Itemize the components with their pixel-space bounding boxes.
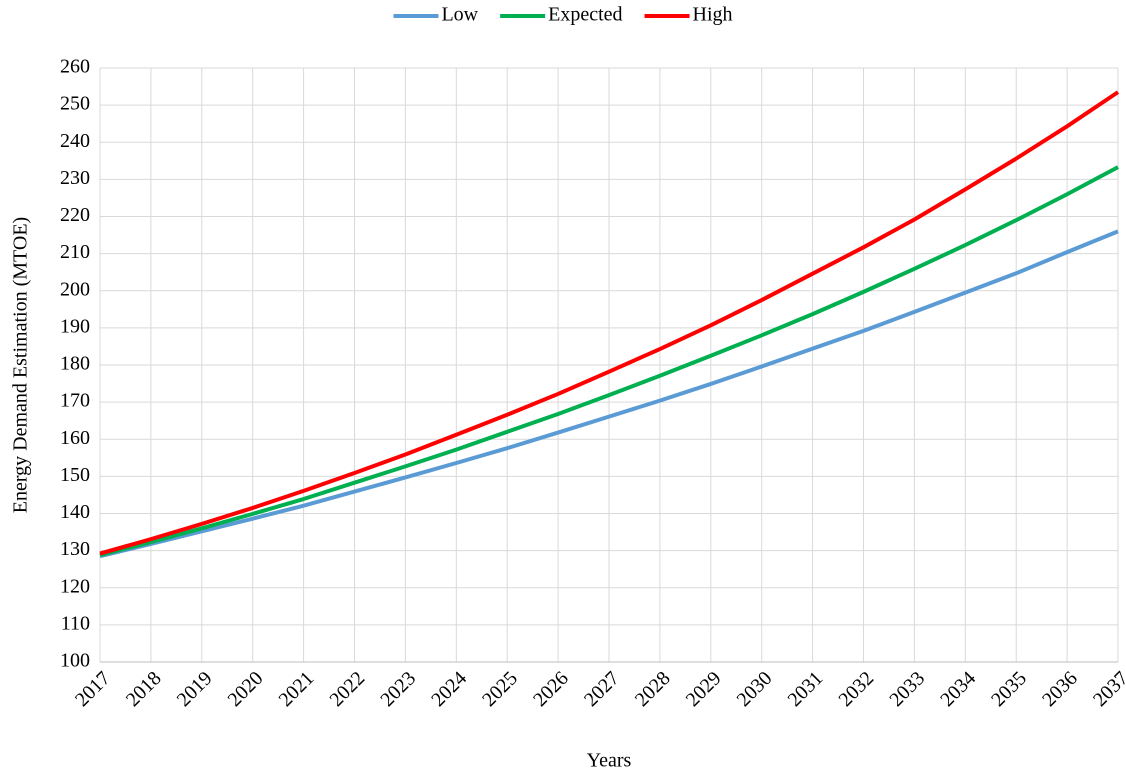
legend-label: High (693, 4, 733, 26)
x-tick-label: 2025 (478, 667, 522, 711)
x-tick-label: 2030 (733, 667, 777, 711)
legend-label: Low (441, 4, 478, 26)
x-tick-label: 2034 (936, 667, 980, 711)
y-tick-label: 250 (60, 93, 90, 115)
y-tick-label: 170 (60, 390, 90, 412)
y-tick-label: 230 (60, 167, 90, 189)
x-tick-label: 2031 (784, 667, 828, 711)
y-tick-label: 180 (60, 353, 90, 375)
x-tick-label: 2032 (834, 667, 878, 711)
x-tick-label: 2033 (885, 667, 929, 711)
y-axis-title: Energy Demand Estimation (MTOE) (10, 217, 32, 513)
x-tick-label: 2017 (71, 667, 115, 711)
y-tick-label: 210 (60, 241, 90, 263)
y-tick-label: 120 (60, 575, 90, 597)
y-tick-label: 150 (60, 464, 90, 486)
x-tick-label: 2036 (1038, 667, 1082, 711)
series-line (99, 229, 1119, 559)
x-tick-label: 2029 (682, 667, 726, 711)
y-tick-label: 100 (60, 650, 90, 672)
x-tick-label: 2024 (427, 667, 471, 711)
y-tick-label: 240 (60, 130, 90, 152)
y-tick-label: 220 (60, 204, 90, 226)
y-tick-label: 190 (60, 315, 90, 337)
x-tick-label: 2019 (173, 667, 217, 711)
legend-label: Expected (548, 4, 622, 26)
x-tick-label: 2021 (275, 667, 319, 711)
y-tick-label: 160 (60, 427, 90, 449)
y-tick-label: 260 (60, 56, 90, 78)
x-tick-label: 2026 (529, 667, 573, 711)
x-tick-label: 2020 (224, 667, 268, 711)
x-tick-label: 2023 (376, 667, 420, 711)
y-tick-label: 200 (60, 278, 90, 300)
x-tick-label: 2028 (631, 667, 675, 711)
x-tick-label: 2022 (325, 667, 369, 711)
x-tick-label: 2027 (580, 667, 624, 711)
y-tick-label: 110 (61, 612, 90, 634)
x-tick-label: 2018 (122, 667, 166, 711)
x-tick-label: 2035 (987, 667, 1031, 711)
series-line (99, 90, 1120, 556)
x-axis-title: Years (587, 750, 632, 772)
y-tick-label: 130 (60, 538, 90, 560)
series-line (99, 165, 1119, 558)
x-tick-label: 2037 (1089, 667, 1126, 711)
y-tick-label: 140 (60, 501, 90, 523)
